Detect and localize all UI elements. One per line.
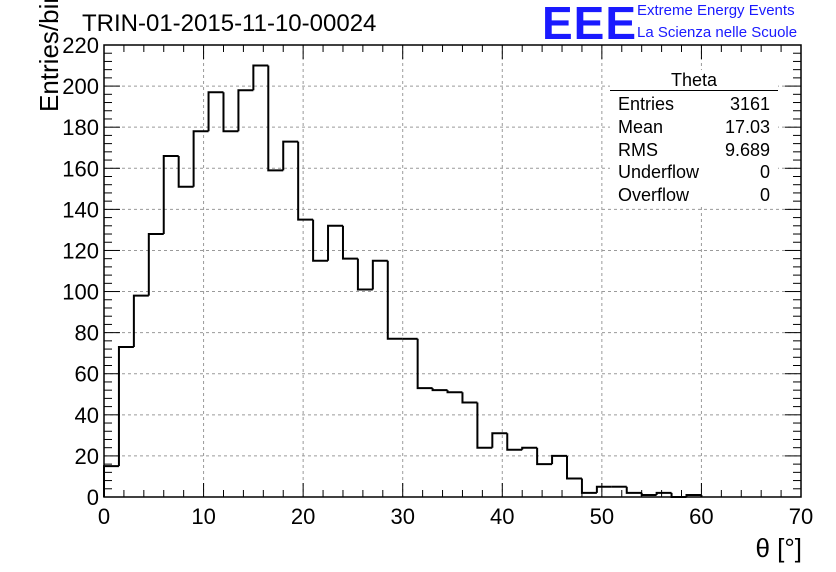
y-tick-label: 140: [62, 197, 99, 222]
histogram-bin: [655, 491, 672, 495]
histogram-bin: [222, 92, 239, 133]
histogram-bin: [282, 140, 299, 171]
histogram-bin: [312, 219, 329, 262]
histogram-bin: [580, 478, 597, 494]
histogram-bin: [132, 294, 149, 348]
y-tick-label: 200: [62, 74, 99, 99]
y-tick-label: 160: [62, 156, 99, 181]
histogram-bin: [371, 259, 388, 290]
histogram-bin: [491, 432, 508, 448]
stats-row-mean: Mean 17.03: [610, 116, 778, 139]
stats-value: 0: [759, 185, 770, 206]
stats-title: Theta: [610, 70, 778, 91]
stats-label: Mean: [618, 116, 664, 137]
grid-lines: [104, 45, 801, 497]
stats-row-underflow: Underflow 0: [610, 161, 778, 184]
stats-label: Overflow: [618, 185, 690, 206]
y-tick-label: 0: [87, 485, 99, 510]
stats-value: 3161: [729, 94, 770, 114]
histogram-bin: [117, 346, 134, 467]
histogram-bin: [551, 454, 568, 465]
histogram-bin: [521, 446, 538, 450]
x-tick-label: 10: [191, 504, 215, 529]
histogram-bin: [237, 89, 254, 132]
histogram-bin: [162, 154, 179, 235]
histogram-bin: [207, 91, 224, 132]
histogram-bin: [536, 447, 553, 466]
x-tick-label: 60: [689, 504, 713, 529]
histogram-bin: [431, 388, 448, 392]
brand-line-1: Extreme Energy Events: [637, 2, 795, 19]
x-tick-label: 0: [98, 504, 110, 529]
histogram-bin: [446, 390, 463, 394]
stats-label: Underflow: [618, 162, 700, 183]
y-tick-label: 100: [62, 280, 99, 305]
stats-row-entries: Entries 3161: [610, 93, 778, 116]
stats-box: Theta Entries 3161 Mean 17.03 RMS 9.689 …: [610, 70, 778, 207]
histogram-bin: [252, 64, 269, 91]
y-tick-label: 80: [75, 321, 99, 346]
histogram-bin: [476, 402, 493, 449]
histogram-bin: [566, 455, 582, 480]
y-tick-label: 60: [75, 362, 99, 387]
histogram-series: [103, 64, 703, 498]
y-tick-label: 20: [75, 444, 99, 469]
eee-logo: EEE: [542, 0, 638, 49]
plot-frame: [103, 44, 802, 498]
histogram-bin: [341, 225, 358, 260]
histogram-bin: [103, 465, 119, 497]
histogram-bin: [640, 492, 657, 496]
x-tick-label: 20: [291, 504, 315, 529]
x-tick-label: 50: [590, 504, 614, 529]
histogram-bin: [192, 130, 209, 187]
histogram-bin: [297, 141, 314, 221]
x-tick-label: 40: [490, 504, 514, 529]
x-tick-label: 70: [789, 504, 813, 529]
stats-value: 9.689: [724, 139, 770, 160]
histogram-bin: [177, 155, 194, 188]
axes: 0 10 20 30 40 50 60 70 0 20 40 60 80 100 120 140 160 180 2…: [62, 33, 813, 529]
stats-value: 17.03: [724, 116, 770, 137]
histogram-bin: [416, 338, 433, 390]
x-axis-label: θ [°]: [755, 533, 802, 563]
y-tick-label: 120: [62, 238, 99, 263]
histogram-bin: [356, 258, 373, 291]
histogram-bin: [506, 433, 523, 451]
stats-value: 0: [759, 162, 770, 183]
histogram-bin: [386, 260, 403, 340]
y-tick-label: 220: [62, 33, 99, 58]
chart-title: TRIN-01-2015-11-10-00024: [82, 10, 377, 37]
y-axis-label: Entries/bin: [34, 0, 64, 112]
histogram-bin: [267, 65, 284, 172]
stats-row-rms: RMS 9.689: [610, 139, 778, 162]
histogram-bin: [461, 392, 478, 404]
histogram-bin: [327, 224, 343, 261]
brand-line-2: La Scienza nelle Scuole: [637, 24, 798, 41]
stats-label: RMS: [618, 139, 658, 160]
histogram-bin: [625, 486, 642, 494]
stats-row-overflow: Overflow 0: [610, 184, 778, 207]
y-tick-label: 40: [75, 403, 99, 428]
histogram-bin: [147, 233, 164, 296]
histogram-bin: [595, 485, 612, 493]
y-tick-label: 180: [62, 115, 99, 140]
x-tick-label: 30: [390, 504, 414, 529]
stats-label: Entries: [618, 94, 675, 114]
